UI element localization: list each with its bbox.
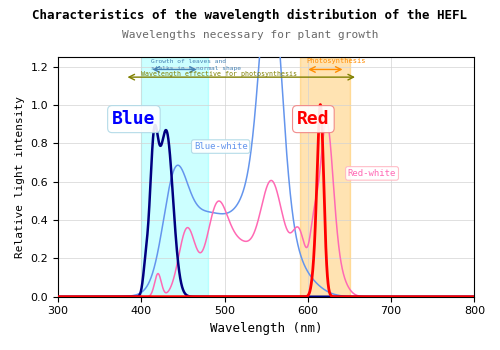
Bar [300,57,350,297]
X-axis label: Wavelength (nm): Wavelength (nm) [210,322,322,335]
Text: Growth of leaves and: Growth of leaves and [152,59,226,64]
Text: stalks in a normal shape: stalks in a normal shape [152,66,242,71]
Text: Photosynthesis: Photosynthesis [306,58,366,64]
Text: Red: Red [297,110,330,128]
Text: Wavelengths necessary for plant growth: Wavelengths necessary for plant growth [122,30,378,40]
Text: Characteristics of the wavelength distribution of the HEFL: Characteristics of the wavelength distri… [32,9,468,22]
Text: Blue-white: Blue-white [194,142,248,151]
Text: Blue: Blue [112,110,156,128]
Y-axis label: Relative light intensity: Relative light intensity [15,96,25,258]
Text: Wavelength effective for photosynthesis: Wavelength effective for photosynthesis [142,71,298,77]
Bar [142,57,208,297]
Text: Red-white: Red-white [348,169,396,178]
